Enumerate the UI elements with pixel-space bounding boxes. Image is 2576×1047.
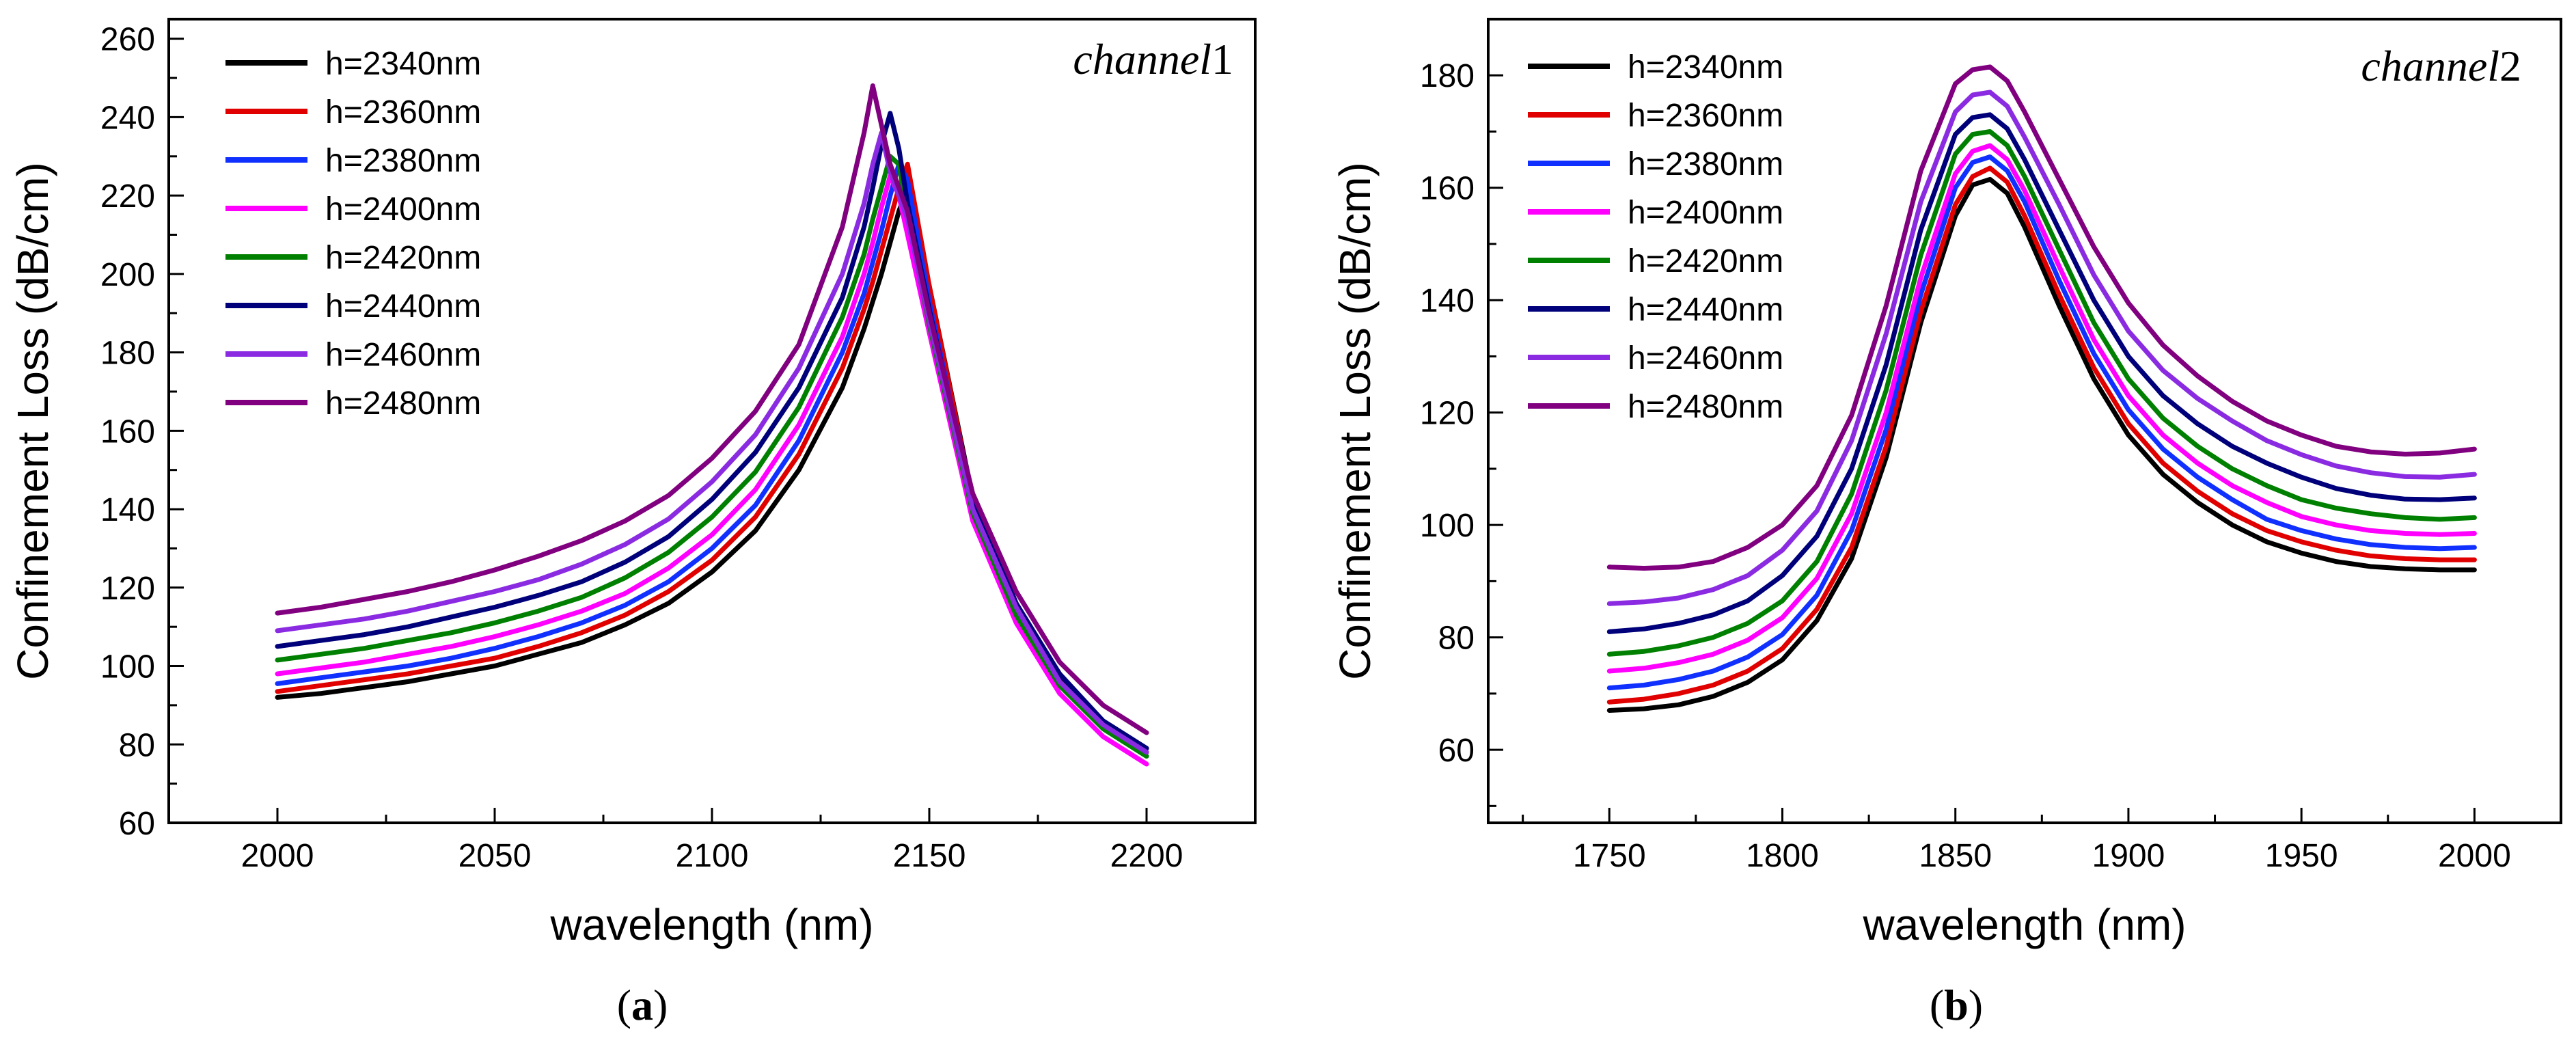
legend-label: h=2480nm <box>325 385 481 422</box>
y-tick-label: 100 <box>1420 508 1475 544</box>
y-tick-label: 200 <box>100 257 155 293</box>
x-tick-label: 1850 <box>1919 838 1992 874</box>
series-line <box>1606 112 2477 634</box>
y-tick-label: 140 <box>100 492 155 528</box>
x-axis-title: wavelength (nm) <box>1862 900 2186 949</box>
legend-label: h=2380nm <box>1628 146 1783 182</box>
y-tick-label: 60 <box>1438 733 1475 769</box>
chart-panel-b: 1750 1800 1850 1900 1950 2000 60 80 100 120 140 160… <box>1330 18 2562 1029</box>
series-line <box>1606 154 2477 691</box>
y-tick-label: 180 <box>1420 58 1475 94</box>
legend: h=2340nm h=2360nm h=2380nm h=2400nm h=2420nm… <box>1528 49 1783 425</box>
y-tick-label: 120 <box>1420 396 1475 432</box>
x-tick-label: 2100 <box>676 838 749 874</box>
legend-label: h=2360nm <box>325 94 481 131</box>
series-line <box>1606 165 2477 705</box>
y-tick-label: 120 <box>100 571 155 607</box>
panel-label-a: (a) <box>617 981 668 1029</box>
x-tick-label: 2000 <box>2438 838 2511 874</box>
legend-label: h=2360nm <box>1628 98 1783 134</box>
series-group <box>275 83 1149 767</box>
y-axis-title: Confinement Loss (dB/cm) <box>1330 162 1380 680</box>
legend-label: h=2440nm <box>325 288 481 325</box>
y-axis-title: Confinement Loss (dB/cm) <box>8 162 57 680</box>
legend-label: h=2480nm <box>1628 389 1783 425</box>
channel-annotation: channel2 <box>2361 42 2521 90</box>
legend-label: h=2380nm <box>325 143 481 179</box>
legend-label: h=2460nm <box>325 337 481 373</box>
y-tick-label: 80 <box>119 727 155 763</box>
y-tick-label: 240 <box>100 100 155 136</box>
legend-label: h=2460nm <box>1628 340 1783 377</box>
series-line <box>275 130 1149 755</box>
y-tick-label: 80 <box>1438 621 1475 657</box>
y-tick-label: 160 <box>100 413 155 450</box>
x-axis-title: wavelength (nm) <box>549 900 873 949</box>
legend-label: h=2440nm <box>1628 292 1783 328</box>
y-tick-label: 160 <box>1420 171 1475 207</box>
panel-label-b: (b) <box>1930 981 1983 1029</box>
y-tick-label: 260 <box>100 22 155 58</box>
series-line <box>1606 143 2477 674</box>
channel-annotation: channel1 <box>1073 35 1233 83</box>
y-tick-label: 220 <box>100 178 155 215</box>
legend-label: h=2340nm <box>1628 49 1783 85</box>
series-line <box>275 83 1149 735</box>
legend-label: h=2420nm <box>1628 243 1783 280</box>
legend: h=2340nm h=2360nm h=2380nm h=2400nm h=2420nm… <box>225 46 481 422</box>
x-tick-label: 2050 <box>458 838 532 874</box>
x-tick-label: 1900 <box>2092 838 2165 874</box>
series-line <box>1606 64 2477 571</box>
x-tick-label: 2200 <box>1110 838 1183 874</box>
x-tick-label: 2000 <box>241 838 314 874</box>
series-line <box>1606 129 2477 657</box>
series-line <box>1606 90 2477 606</box>
legend-label: h=2420nm <box>325 240 481 276</box>
x-tick-label: 1800 <box>1746 838 1819 874</box>
legend-label: h=2340nm <box>325 46 481 82</box>
y-tick-label: 140 <box>1420 283 1475 319</box>
x-tick-label: 1950 <box>2265 838 2338 874</box>
axis-ticks: 1750 1800 1850 1900 1950 2000 60 80 100 120 140 160… <box>1420 58 2511 874</box>
y-tick-label: 60 <box>119 806 155 842</box>
plot-area-frame <box>1487 18 2562 824</box>
legend-label: h=2400nm <box>1628 195 1783 231</box>
y-tick-label: 180 <box>100 336 155 372</box>
chart-panel-a: 2000 2050 2100 2150 2200 60 80 100 120 140 160 180 2… <box>8 18 1257 1029</box>
axis-ticks: 2000 2050 2100 2150 2200 60 80 100 120 140 160 180 2… <box>100 22 1183 874</box>
series-line <box>1606 176 2477 713</box>
legend-label: h=2400nm <box>325 191 481 228</box>
series-group <box>1606 64 2477 713</box>
x-tick-label: 2150 <box>893 838 966 874</box>
x-tick-label: 1750 <box>1573 838 1646 874</box>
y-tick-label: 100 <box>100 649 155 685</box>
